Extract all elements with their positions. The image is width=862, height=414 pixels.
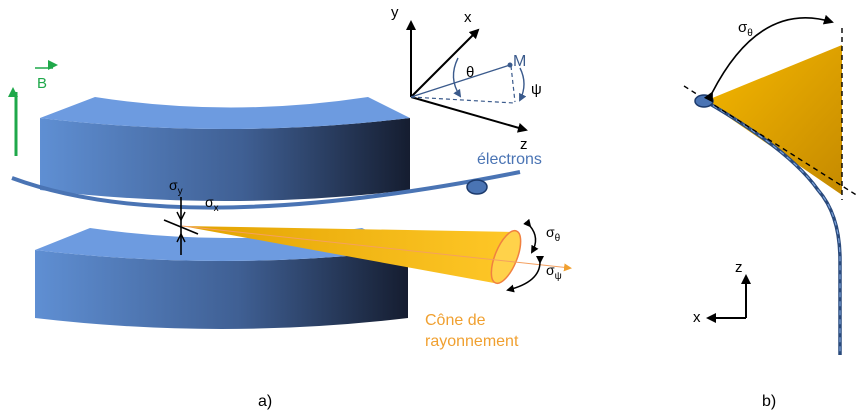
sigma-theta-arc	[523, 218, 539, 254]
radiation-cone	[181, 225, 572, 285]
panel-b-sigma-theta-arc	[703, 14, 834, 103]
psi-label: ψ	[531, 81, 542, 98]
sigma-psi-label: σψ	[546, 262, 562, 282]
panel-b-trajectory-dash	[704, 100, 841, 355]
panel-b-electron-bunch	[694, 94, 714, 108]
sigma-theta-label: σθ	[546, 224, 561, 244]
panel-b-axis-z-label: z	[735, 259, 743, 276]
theta-label: θ	[466, 64, 474, 81]
caption-b: b)	[762, 393, 776, 410]
point-m-label: M	[513, 53, 526, 70]
panel-b-axis-x-label: x	[693, 309, 701, 326]
cone-label-line1: Cône de	[425, 312, 486, 329]
sigma-psi-arc	[506, 255, 545, 293]
upper-magnet	[40, 97, 410, 201]
beam-size-marker	[163, 197, 199, 255]
axis-x-label: x	[464, 9, 472, 26]
panel-b-sigma-theta-label: σθ	[738, 19, 753, 39]
coordinate-axes	[406, 20, 528, 133]
cone-label-line2: rayonnement	[425, 333, 519, 350]
electrons-label: électrons	[477, 151, 542, 168]
caption-a: a)	[258, 393, 272, 410]
panel-b-tangent-diag	[683, 85, 859, 197]
electron-bunch	[466, 179, 488, 195]
electron-beam	[11, 170, 521, 210]
axis-z-label: z	[520, 136, 528, 153]
axis-y-label: y	[391, 4, 399, 21]
sigma-x-label: σx	[205, 194, 219, 214]
sigma-y-label: σy	[169, 177, 183, 197]
panel-b-axes	[706, 274, 751, 323]
b-field-label: B	[37, 75, 47, 92]
